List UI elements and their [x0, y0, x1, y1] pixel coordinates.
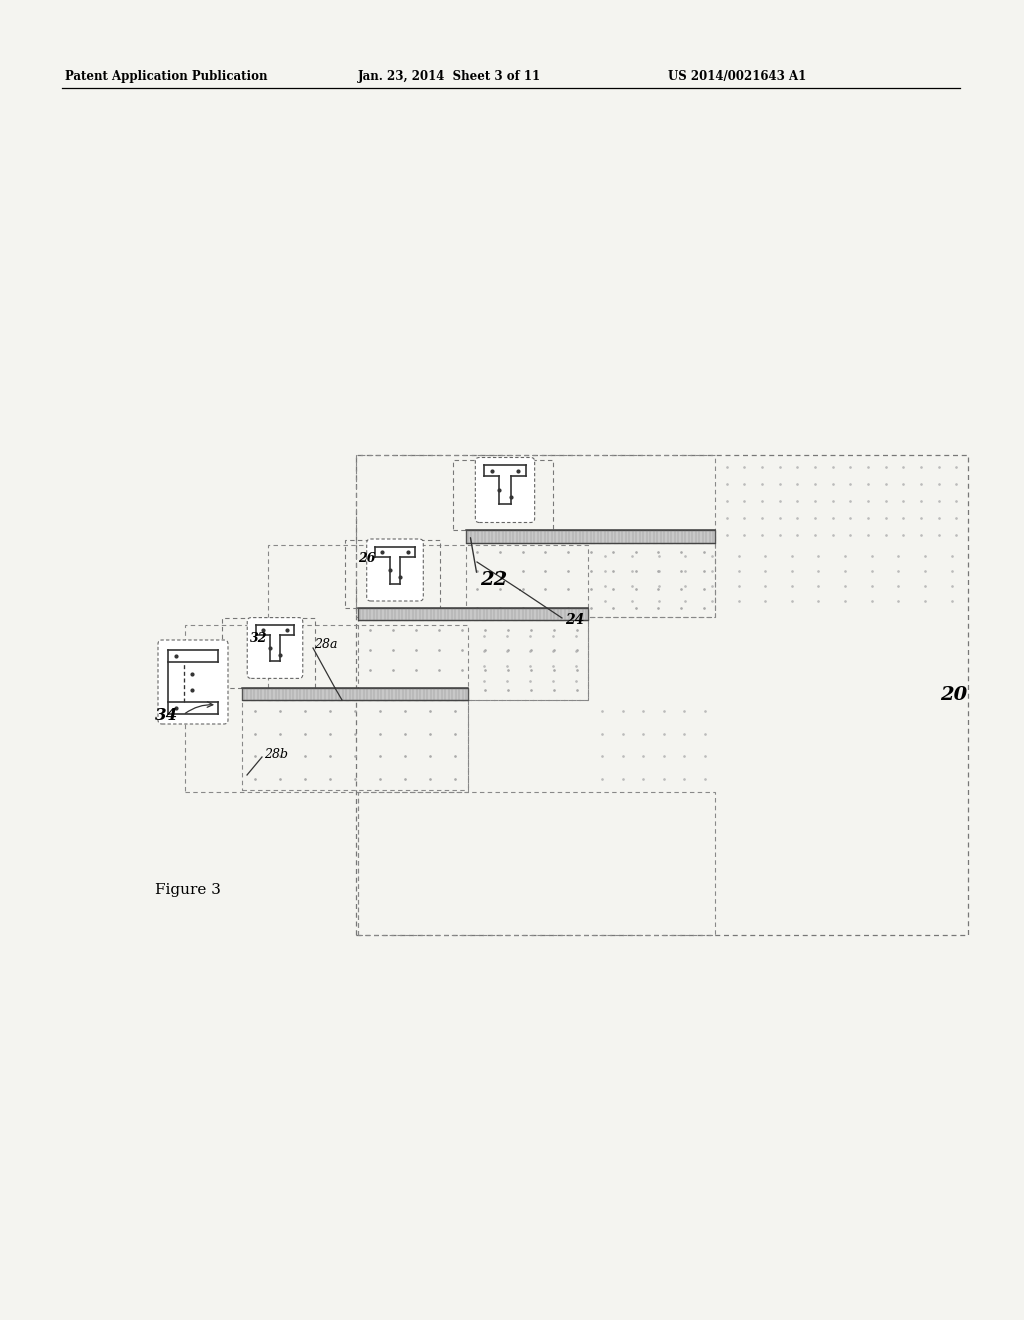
Text: Jan. 23, 2014  Sheet 3 of 11: Jan. 23, 2014 Sheet 3 of 11 [358, 70, 541, 83]
Bar [358, 792, 715, 935]
Bar [356, 455, 715, 616]
Bar [466, 543, 715, 616]
FancyBboxPatch shape [158, 640, 228, 723]
FancyBboxPatch shape [247, 618, 303, 678]
Bar [466, 531, 715, 543]
Bar [242, 688, 468, 700]
Bar [222, 618, 315, 688]
Text: 20: 20 [940, 686, 968, 704]
Bar [453, 459, 553, 531]
Text: 22: 22 [480, 572, 507, 589]
Text: 26: 26 [358, 552, 376, 565]
FancyBboxPatch shape [367, 539, 423, 601]
Bar [268, 545, 588, 700]
Bar [358, 620, 588, 700]
Text: 32: 32 [250, 631, 267, 644]
Bar [356, 455, 968, 935]
Text: 34: 34 [155, 706, 178, 723]
Bar [345, 540, 440, 609]
Bar [185, 624, 468, 792]
Text: US 2014/0021643 A1: US 2014/0021643 A1 [668, 70, 806, 83]
FancyBboxPatch shape [475, 458, 535, 523]
Bar [358, 609, 588, 620]
Text: Figure 3: Figure 3 [155, 883, 221, 898]
Text: 28b: 28b [264, 748, 288, 762]
Text: 24: 24 [565, 612, 585, 627]
Text: 28a: 28a [314, 639, 338, 652]
Text: Patent Application Publication: Patent Application Publication [65, 70, 267, 83]
Bar [242, 700, 468, 789]
